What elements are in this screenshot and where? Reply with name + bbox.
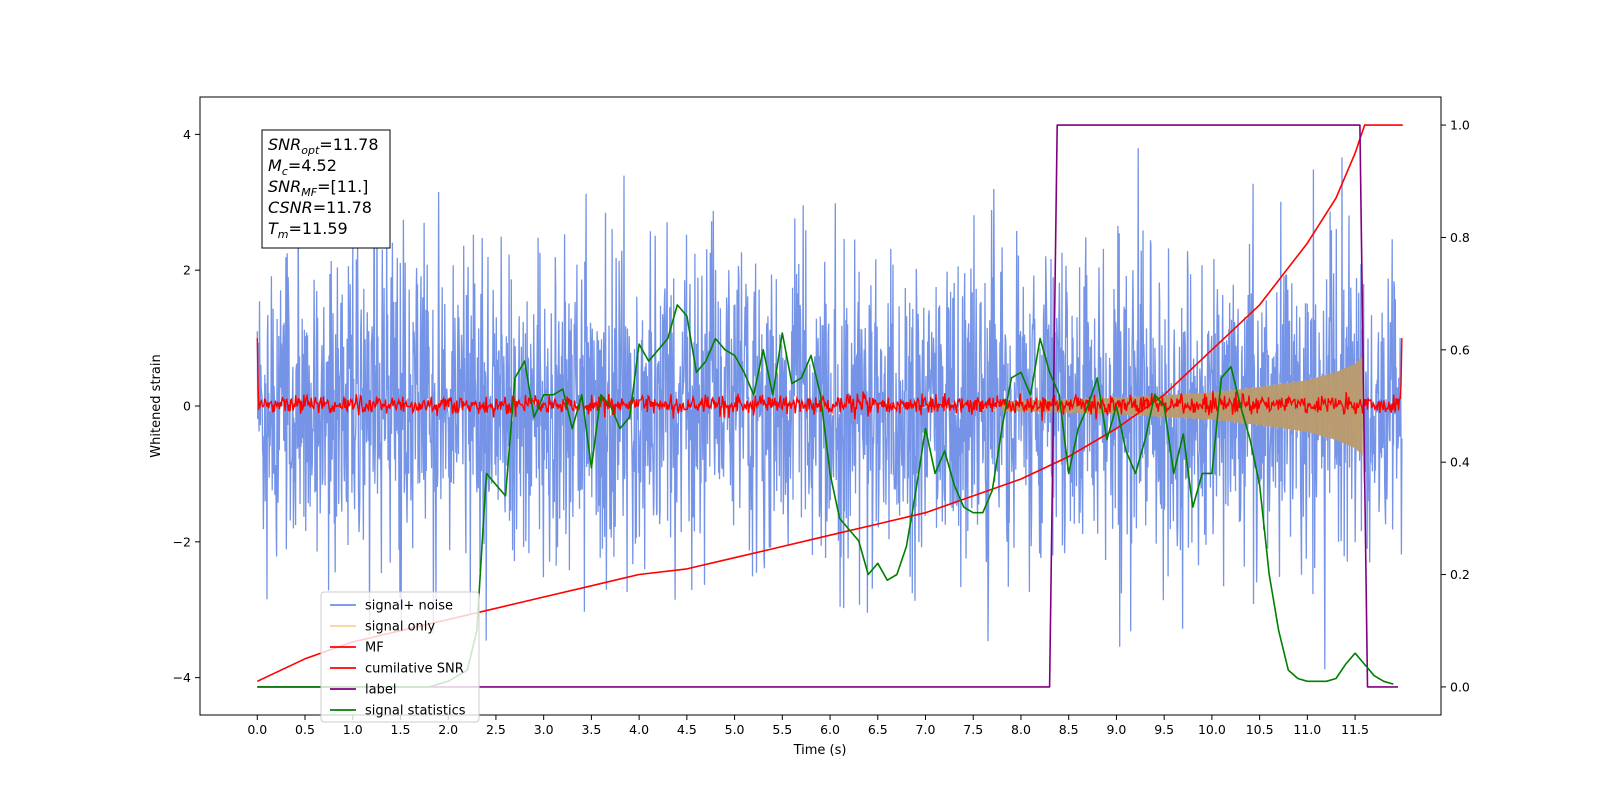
y2-tick-label: 0.6 bbox=[1450, 342, 1470, 357]
legend-label: label bbox=[365, 683, 396, 698]
x-tick-label: 8.5 bbox=[1059, 722, 1079, 737]
x-tick-label: 6.0 bbox=[820, 722, 840, 737]
y-axis-label: Whitened strain bbox=[149, 354, 164, 457]
x-tick-label: 3.5 bbox=[581, 722, 601, 737]
annotation-value: =11.78 bbox=[319, 135, 378, 154]
x-tick-label: 7.5 bbox=[963, 722, 983, 737]
y2-tick-label: 1.0 bbox=[1450, 118, 1470, 133]
annotation-value: =11.78 bbox=[313, 198, 372, 217]
annotation-subscript: m bbox=[278, 228, 289, 241]
x-tick-label: 1.5 bbox=[391, 722, 411, 737]
x-tick-label: 11.0 bbox=[1293, 722, 1321, 737]
y-tick-label: −2 bbox=[173, 534, 191, 549]
annotation-frame bbox=[261, 129, 391, 249]
annotation-line: SNRopt=11.78 bbox=[268, 135, 379, 157]
x-tick-label: 6.5 bbox=[868, 722, 888, 737]
annotation-value: =11.59 bbox=[289, 219, 348, 238]
x-tick-label: 3.0 bbox=[534, 722, 554, 737]
annotation-line: CSNR=11.78 bbox=[268, 198, 372, 217]
x-tick-label: 0.0 bbox=[247, 722, 267, 737]
y2-tick-label: 0.8 bbox=[1450, 230, 1470, 245]
legend-label: signal+ noise bbox=[365, 599, 453, 614]
annotation-box: SNRopt=11.78Mc=4.52SNRMF=[11.]CSNR=11.78… bbox=[261, 129, 391, 249]
x-tick-label: 7.0 bbox=[916, 722, 936, 737]
annotation-subscript: c bbox=[282, 165, 288, 178]
annotation-line: SNRMF=[11.] bbox=[268, 177, 368, 199]
axes-layer: 0.0 0.5 1.0 1.5 2.0 2.5 3.0 3.5 4.0 4.5 5.0 5.5 6.0 6… bbox=[173, 118, 1470, 737]
x-axis-label: Time (s) bbox=[793, 743, 847, 758]
x-tick-label: 4.0 bbox=[629, 722, 649, 737]
annotation-subscript: opt bbox=[301, 144, 320, 157]
series-signal-noise bbox=[256, 148, 1403, 670]
x-tick-label: 2.5 bbox=[486, 722, 506, 737]
y-tick-label: 4 bbox=[183, 127, 191, 142]
y2-tick-label: 0.2 bbox=[1450, 567, 1470, 582]
legend-label: MF bbox=[365, 641, 384, 656]
legend-label: signal statistics bbox=[365, 704, 466, 719]
y2-tick-label: 0.0 bbox=[1450, 679, 1470, 694]
y2-tick-label: 0.4 bbox=[1450, 455, 1470, 470]
x-tick-label: 1.0 bbox=[343, 722, 363, 737]
annotation-subscript: MF bbox=[301, 186, 317, 199]
annotation-symbol: CSNR bbox=[268, 198, 313, 217]
series-label bbox=[257, 124, 1398, 688]
x-tick-label: 11.5 bbox=[1341, 722, 1369, 737]
x-tick-label: 2.0 bbox=[438, 722, 458, 737]
legend-label: cumilative SNR bbox=[365, 662, 464, 677]
x-tick-label: 5.5 bbox=[772, 722, 792, 737]
x-tick-label: 10.5 bbox=[1246, 722, 1274, 737]
y-tick-label: 2 bbox=[183, 263, 191, 278]
x-tick-label: 0.5 bbox=[295, 722, 315, 737]
annotation-value: =4.52 bbox=[288, 156, 337, 175]
legend-frame bbox=[320, 591, 480, 723]
x-tick-label: 5.0 bbox=[725, 722, 745, 737]
x-tick-label: 4.5 bbox=[677, 722, 697, 737]
y-tick-label: −4 bbox=[173, 670, 191, 685]
annotation-symbol: M bbox=[268, 156, 282, 175]
x-tick-label: 10.0 bbox=[1198, 722, 1226, 737]
annotation-line: Tm=11.59 bbox=[268, 219, 348, 241]
annotation-value: =[11.] bbox=[317, 177, 368, 196]
legend-label: signal only bbox=[365, 620, 435, 635]
y-tick-label: 0 bbox=[183, 399, 191, 414]
x-tick-label: 8.0 bbox=[1011, 722, 1031, 737]
annotation-symbol: SNR bbox=[268, 177, 301, 196]
legend: signal+ noise signal only MF cumilative SNR… bbox=[320, 591, 480, 723]
x-tick-label: 9.5 bbox=[1154, 722, 1174, 737]
x-tick-label: 9.0 bbox=[1106, 722, 1126, 737]
series-signal-statistics bbox=[257, 304, 1394, 688]
annotation-symbol: T bbox=[268, 219, 279, 238]
annotation-line: Mc=4.52 bbox=[268, 156, 337, 178]
series-mf bbox=[256, 338, 1403, 421]
annotation-symbol: SNR bbox=[268, 135, 301, 154]
